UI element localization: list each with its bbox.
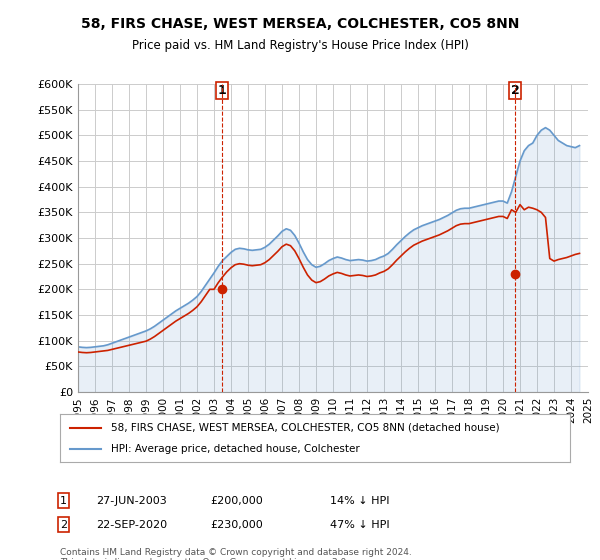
Text: 14% ↓ HPI: 14% ↓ HPI: [330, 496, 389, 506]
Text: Contains HM Land Registry data © Crown copyright and database right 2024.
This d: Contains HM Land Registry data © Crown c…: [60, 548, 412, 560]
Text: 47% ↓ HPI: 47% ↓ HPI: [330, 520, 389, 530]
Text: £230,000: £230,000: [210, 520, 263, 530]
Text: HPI: Average price, detached house, Colchester: HPI: Average price, detached house, Colc…: [111, 444, 360, 454]
Text: 58, FIRS CHASE, WEST MERSEA, COLCHESTER, CO5 8NN: 58, FIRS CHASE, WEST MERSEA, COLCHESTER,…: [81, 17, 519, 31]
Text: 1: 1: [218, 84, 227, 97]
Text: Price paid vs. HM Land Registry's House Price Index (HPI): Price paid vs. HM Land Registry's House …: [131, 39, 469, 52]
Text: 22-SEP-2020: 22-SEP-2020: [96, 520, 167, 530]
Text: 27-JUN-2003: 27-JUN-2003: [96, 496, 167, 506]
Text: 2: 2: [60, 520, 67, 530]
Text: £200,000: £200,000: [210, 496, 263, 506]
Text: 58, FIRS CHASE, WEST MERSEA, COLCHESTER, CO5 8NN (detached house): 58, FIRS CHASE, WEST MERSEA, COLCHESTER,…: [111, 423, 500, 433]
Text: 2: 2: [511, 84, 520, 97]
Text: 1: 1: [60, 496, 67, 506]
